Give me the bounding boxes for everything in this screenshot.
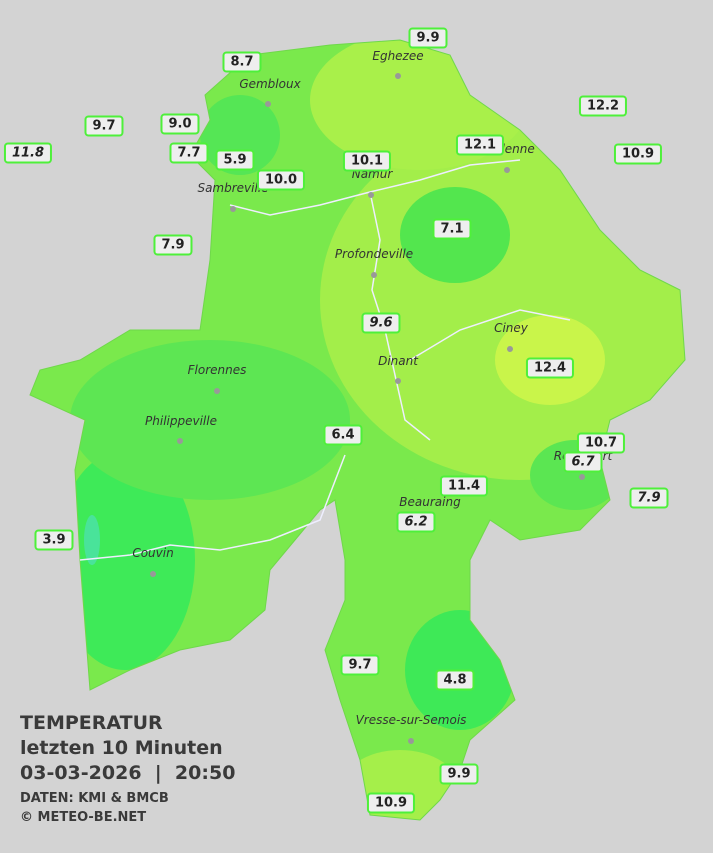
place-dot [265,101,271,107]
temperature-reading: 12.4 [525,357,575,379]
place-dot [504,167,510,173]
place-dot [579,474,585,480]
temperature-reading: 4.8 [435,669,475,691]
temperature-reading: 7.9 [629,487,669,509]
place-dot [150,571,156,577]
temperature-reading: 9.9 [439,763,479,785]
temperature-reading: 8.7 [222,51,262,73]
place-name: Profondeville [334,247,414,261]
place-dot [371,272,377,278]
temperature-reading: 12.1 [455,134,505,156]
temperature-reading: 7.1 [432,218,472,240]
temperature-reading: 5.9 [215,149,255,171]
temperature-reading: 7.9 [153,234,193,256]
temperature-reading: 9.7 [340,654,380,676]
timestamp: 03-03-2026 | 20:50 [20,762,236,784]
temperature-reading: 9.9 [408,27,448,49]
place-dot [368,192,374,198]
place-name: Dinant [378,354,418,368]
place-name: Philippeville [145,414,217,428]
temperature-reading: 9.7 [84,115,124,137]
temperature-reading: 7.7 [169,142,209,164]
temperature-reading: 10.9 [613,143,663,165]
place-name: Sambreville [197,181,269,195]
source: DATEN: KMI & BMCB [20,791,169,806]
place-name: Ciney [494,321,528,335]
temperature-reading: 6.7 [563,451,603,473]
title: TEMPERATUR [20,712,163,734]
place-dot [230,206,236,212]
place-dot [214,388,220,394]
temperature-reading: 11.4 [439,475,489,497]
temperature-reading: 6.2 [396,511,436,533]
copyright: © METEO-BE.NET [20,810,147,825]
place-name: Florennes [187,363,247,377]
temperature-reading: 6.4 [323,424,363,446]
place-dot [177,438,183,444]
temperature-reading: 9.6 [361,312,401,334]
place-name: Eghezee [372,49,424,63]
temperature-reading: 10.9 [366,792,416,814]
place-name: Vresse-sur-Semois [355,713,467,727]
place-dot [408,738,414,744]
place-dot [395,378,401,384]
temperature-reading: 3.9 [34,529,74,551]
place-name: Couvin [132,546,174,560]
place-dot [507,346,513,352]
temperature-reading: 10.7 [576,432,626,454]
temperature-reading: 12.2 [578,95,628,117]
subtitle: letzten 10 Minuten [20,737,223,759]
place-name: Beauraing [399,495,461,509]
temperature-reading: 11.8 [3,142,53,164]
temperature-reading: 10.1 [342,150,392,172]
place-name: Gembloux [239,77,301,91]
temperature-reading: 10.0 [256,169,306,191]
place-dot [395,73,401,79]
temperature-reading: 9.0 [160,113,200,135]
